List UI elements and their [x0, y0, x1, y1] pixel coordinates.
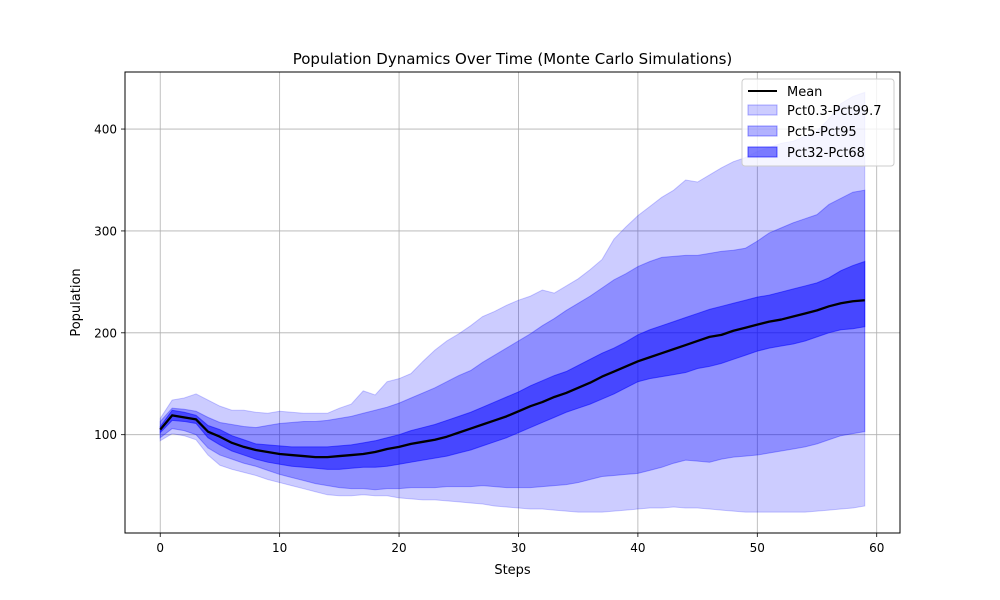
x-tick-label: 0 — [156, 541, 164, 555]
chart-title: Population Dynamics Over Time (Monte Car… — [293, 50, 733, 68]
band-2-area — [159, 260, 866, 470]
y-axis-label: Population — [69, 268, 84, 336]
y-axis-ticks: 100 200 300 400 — [94, 123, 125, 442]
plot-frame — [124, 71, 901, 534]
band-0-area — [159, 91, 866, 513]
y-tick-label: 200 — [94, 326, 117, 340]
x-axis-label: Steps — [494, 563, 531, 578]
legend-mean-label: Mean — [787, 85, 822, 100]
legend-band-2-swatch — [747, 146, 778, 158]
mean-line — [159, 299, 865, 459]
mean-series — [159, 299, 865, 459]
legend-box — [741, 78, 895, 167]
legend-band-1-swatch — [747, 125, 778, 137]
x-tick-label: 50 — [750, 541, 765, 555]
legend: Mean Pct0.3-Pct99.7 Pct5-Pct95 Pct32-Pct… — [741, 78, 895, 167]
band-1-area — [159, 189, 866, 491]
legend-band-0-swatch — [747, 104, 778, 116]
x-tick-label: 20 — [391, 541, 406, 555]
y-tick-label: 100 — [94, 428, 117, 442]
percentile-bands — [159, 91, 866, 513]
x-tick-label: 60 — [869, 541, 884, 555]
y-tick-label: 300 — [94, 224, 117, 238]
y-tick-label: 400 — [94, 123, 117, 137]
legend-band-1-label: Pct5-Pct95 — [787, 125, 857, 140]
x-tick-label: 40 — [630, 541, 645, 555]
legend-band-0-label: Pct0.3-Pct99.7 — [787, 104, 881, 119]
x-tick-label: 30 — [511, 541, 526, 555]
x-tick-label: 10 — [272, 541, 287, 555]
x-axis-ticks: 0 10 20 30 40 50 60 — [156, 533, 884, 555]
legend-band-2-label: Pct32-Pct68 — [787, 146, 865, 161]
